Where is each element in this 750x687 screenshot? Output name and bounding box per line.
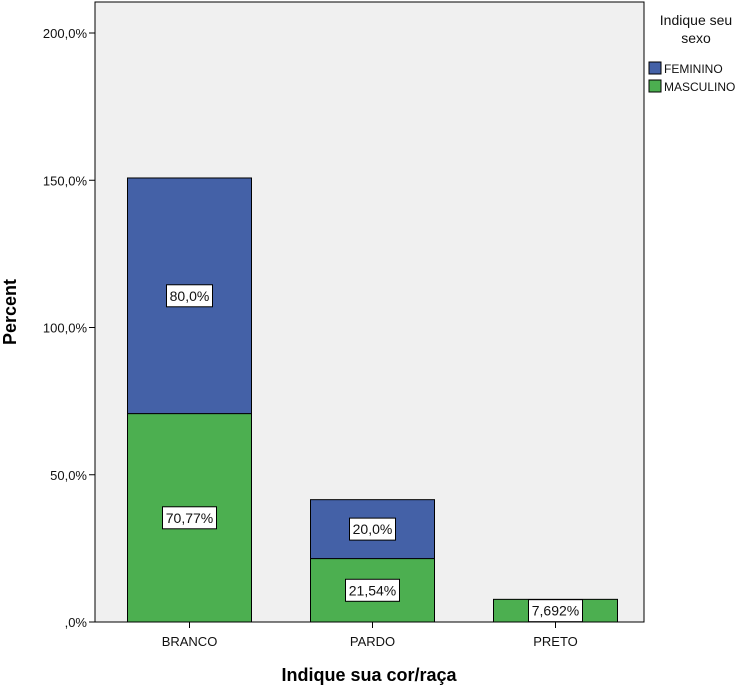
legend-swatch bbox=[648, 61, 662, 75]
y-tick-label: 150,0% bbox=[43, 173, 88, 188]
y-tick-label: 50,0% bbox=[50, 468, 87, 483]
y-axis-ticks: ,0% 50,0% 100,0% 150,0% 200,0% bbox=[43, 26, 95, 630]
y-axis-title: Percent bbox=[0, 279, 20, 345]
data-label-box bbox=[528, 599, 583, 623]
data-label: 7,692% bbox=[532, 603, 579, 619]
data-label: 80,0% bbox=[170, 288, 210, 304]
data-label-box bbox=[349, 517, 396, 541]
legend-title-line-1: Indique seu bbox=[660, 12, 732, 28]
data-label: 20,0% bbox=[353, 521, 393, 537]
x-tick-label: PARDO bbox=[350, 634, 395, 649]
bars: 70,77% 80,0% 21,54% 20,0% 7,692% bbox=[127, 177, 618, 623]
legend-label: MASCULINO bbox=[664, 80, 735, 94]
x-tick-label: BRANCO bbox=[162, 634, 218, 649]
y-tick-label: ,0% bbox=[65, 615, 88, 630]
data-label: 70,77% bbox=[166, 510, 213, 526]
x-axis-ticks: BRANCO PARDO PRETO bbox=[162, 622, 578, 649]
legend-items: FEMININO MASCULINO bbox=[648, 61, 735, 94]
x-tick-label: PRETO bbox=[533, 634, 578, 649]
data-label: 21,54% bbox=[349, 582, 396, 598]
data-label-box bbox=[162, 506, 217, 530]
legend: Indique seu sexo FEMININO MASCULINO bbox=[648, 12, 735, 94]
y-tick-label: 100,0% bbox=[43, 321, 88, 336]
x-axis-title: Indique sua cor/raça bbox=[281, 665, 457, 685]
data-label-box bbox=[345, 578, 400, 602]
legend-label: FEMININO bbox=[664, 62, 723, 76]
legend-swatch bbox=[648, 79, 662, 93]
data-label-box bbox=[166, 284, 213, 308]
legend-title-line-2: sexo bbox=[681, 30, 711, 46]
y-tick-label: 200,0% bbox=[43, 26, 88, 41]
